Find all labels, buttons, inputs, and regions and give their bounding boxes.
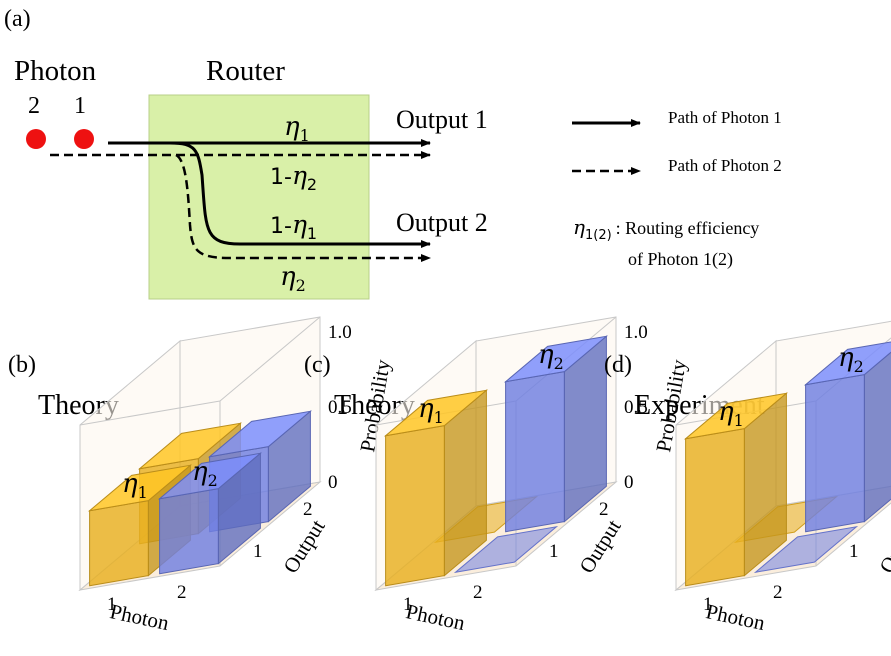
- bar-base: [753, 525, 859, 574]
- bar-front-face: [505, 371, 565, 533]
- photon-number-1: 1: [74, 93, 86, 119]
- bar-photon2-output2: η2: [803, 341, 891, 533]
- output2-label: Output 2: [396, 208, 488, 237]
- efficiency-definition: η1(2): Routing efficiency: [573, 215, 759, 243]
- photon-title: Photon: [14, 55, 97, 87]
- bar-top-face: [803, 341, 891, 386]
- bar-front-face: [385, 425, 445, 587]
- bar-photon2-output1: η2: [157, 452, 263, 575]
- bar-top-face: [87, 464, 193, 512]
- eta2-bottom-label: η2: [280, 262, 306, 295]
- chart-panel-c: (c)Theoryη2η100.51.0Probability12Photon1…: [304, 316, 691, 635]
- router-box: [148, 94, 370, 300]
- bar-top-face: [683, 392, 789, 440]
- bar-top-face: [503, 335, 609, 383]
- bar-front-face: [159, 488, 219, 575]
- legend-photon1-text: Path of Photon 1: [668, 108, 782, 127]
- output1-label: Output 1: [396, 105, 488, 134]
- eta1-top-label: η1: [284, 112, 310, 145]
- panel-a: (a) Photon Router 2 1 η1 1-η2 1-η1 η2 Ou…: [4, 6, 782, 300]
- panel-label: (c): [304, 352, 331, 378]
- frame-edge: [219, 316, 321, 402]
- bar-photon2-output2: η2: [503, 335, 609, 533]
- legend-photon2-text: Path of Photon 2: [668, 156, 782, 175]
- z-tick-label: 0: [328, 472, 338, 493]
- x-axis-label: Photon: [108, 599, 172, 635]
- bar-label: η2: [538, 340, 564, 373]
- panel-label: (b): [8, 352, 36, 378]
- x-axis-label: Photon: [404, 599, 468, 635]
- x-tick-label: 1: [403, 594, 413, 615]
- bar-photon1-output1: η1: [683, 392, 789, 587]
- z-tick-label: 1.0: [328, 322, 352, 343]
- y-tick-label: 1: [549, 541, 559, 562]
- one-minus-eta1-label: 1-η1: [270, 210, 317, 243]
- y-tick-label: 1: [253, 541, 263, 562]
- z-tick-label: 0: [624, 472, 634, 493]
- y-axis-label: Output: [278, 515, 329, 577]
- x-tick-label: 2: [473, 582, 483, 603]
- y-tick-label: 2: [303, 499, 313, 520]
- x-tick-label: 2: [773, 582, 783, 603]
- z-tick-label: 1.0: [624, 322, 648, 343]
- bar-front-face: [89, 500, 149, 587]
- y-tick-label: 2: [599, 499, 609, 520]
- bar-label: η1: [122, 469, 148, 502]
- bar-top-face: [383, 389, 489, 437]
- one-minus-eta2-label: 1-η2: [270, 161, 317, 194]
- x-tick-label: 2: [177, 582, 187, 603]
- bar-photon2-output1: [453, 525, 559, 574]
- bar-label: η1: [418, 394, 444, 427]
- bar-label: η2: [192, 457, 218, 490]
- photon-1-dot: [74, 129, 94, 149]
- bar-base: [453, 525, 559, 574]
- x-tick-label: 1: [107, 594, 117, 615]
- chart-panel-d: (d)Experimentη2η100.51.0Probability12Pho…: [604, 320, 891, 635]
- bar-top-face: [137, 422, 243, 470]
- x-tick-label: 1: [703, 594, 713, 615]
- router-title: Router: [206, 55, 285, 87]
- photon-2-dot: [26, 129, 46, 149]
- z-tick-label: 0.5: [624, 397, 648, 418]
- y-axis-label: Output: [574, 515, 625, 577]
- bar-photon2-output1: [753, 525, 859, 574]
- frame-edge: [79, 400, 221, 426]
- panel-a-label: (a): [4, 6, 31, 32]
- z-tick-label: 0.5: [328, 397, 352, 418]
- bar-photon1-output1: η1: [383, 389, 489, 587]
- bar-top-face: [207, 410, 313, 458]
- bar-top-face: [157, 452, 263, 500]
- efficiency-definition-line2: of Photon 1(2): [628, 249, 733, 270]
- y-axis-label: Output: [874, 515, 891, 577]
- panel-label: (d): [604, 352, 632, 378]
- bar-side-face: [863, 351, 891, 523]
- bar-front-face: [685, 428, 745, 587]
- x-axis-label: Photon: [704, 599, 768, 635]
- photon2-output2-path: [175, 153, 431, 262]
- photon-number-2: 2: [28, 93, 40, 119]
- bar-front-face: [805, 374, 865, 533]
- bar-label: η2: [838, 343, 864, 376]
- photon1-output2-path: [169, 141, 431, 248]
- y-tick-label: 1: [849, 541, 859, 562]
- bar-label: η1: [718, 397, 744, 430]
